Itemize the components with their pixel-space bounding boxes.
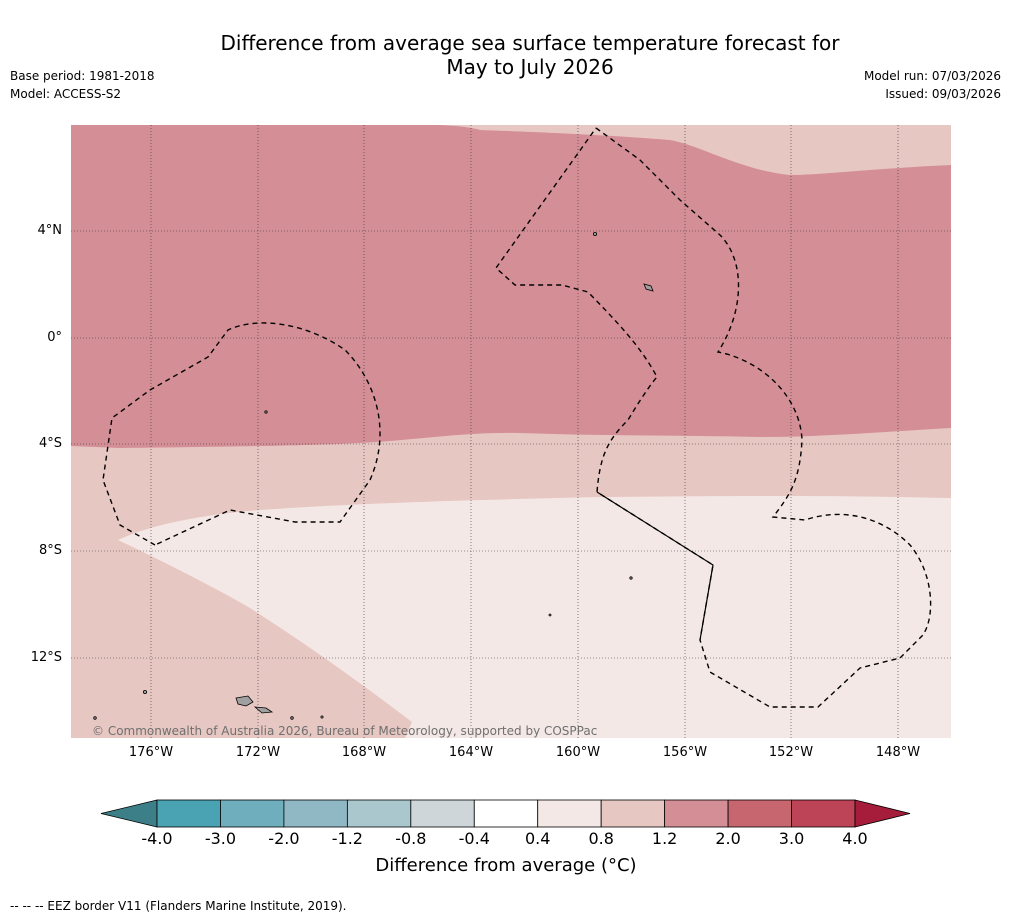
lat-label: 8°S (38, 543, 62, 558)
lon-label: 156°W (662, 745, 708, 760)
lat-label: 0° (47, 330, 62, 345)
model-run: Model run: 07/03/2026 (863, 69, 1001, 83)
island-jarvis (643, 283, 654, 292)
colorbar-tick: -1.2 (331, 829, 363, 848)
colorbar-arrow-max (854, 799, 911, 828)
island-dot-2 (142, 690, 147, 695)
lon-label: 168°W (341, 745, 387, 760)
colorbar-segment (410, 799, 475, 828)
lat-label: 4°N (37, 223, 63, 238)
region-mid-anomaly-south (71, 420, 951, 738)
title-line-2: May to July 2026 (446, 55, 614, 79)
chart-title: Difference from average sea surface temp… (170, 31, 890, 79)
lon-label: 176°W (128, 745, 174, 760)
issued-date: Issued: 09/03/2026 (885, 87, 1001, 101)
colorbar-segment (664, 799, 729, 828)
colorbar-segment (346, 799, 412, 828)
colorbar-tick: -4.0 (141, 829, 173, 848)
island-dot-4 (629, 576, 633, 580)
model-name: Model: ACCESS-S2 (10, 87, 122, 101)
colorbar-tick: 0.4 (524, 829, 551, 848)
colorbar-tick: 0.8 (588, 829, 614, 848)
region-high-anomaly (71, 125, 951, 448)
colorbar-segment (156, 799, 221, 828)
colorbar-segment (283, 799, 348, 828)
colorbar-tick: 4.0 (842, 829, 868, 848)
island-dot-1 (593, 231, 598, 236)
meta-left: Base period: 1981-2018 Model: ACCESS-S2 (10, 67, 155, 103)
region-mid-anomaly-north (440, 125, 951, 175)
colorbar-tick: -3.0 (204, 829, 237, 848)
copyright-notice: © Commonwealth of Australia 2026, Bureau… (92, 724, 598, 738)
lon-label: 164°W (448, 745, 494, 760)
colorbar-tick: 2.0 (715, 829, 741, 848)
colorbar-tick: -0.4 (458, 829, 490, 848)
colorbar-tick: 1.2 (651, 829, 678, 848)
colorbar-tick: -2.0 (268, 829, 300, 848)
colorbar-label: Difference from average (°C) (375, 855, 637, 876)
lon-label: 152°W (768, 745, 814, 760)
island-samoa-savaii (235, 695, 254, 707)
island-dot-5 (548, 613, 552, 617)
colorbar-segment (537, 799, 602, 828)
eez-borders (102, 127, 932, 708)
anomaly-fill (71, 125, 951, 738)
island-dot-6 (93, 716, 97, 720)
island-dot-7 (290, 716, 294, 720)
island-dot-3 (264, 410, 268, 414)
colorbar-segment (727, 799, 792, 828)
meta-right: Model run: 07/03/2026 Issued: 09/03/2026 (864, 67, 1001, 103)
lon-label: 172°W (235, 745, 281, 760)
colorbar-tick: 3.0 (778, 829, 805, 848)
lon-label: 160°W (555, 745, 601, 760)
base-period: Base period: 1981-2018 (10, 69, 155, 83)
lat-label: 4°S (38, 436, 62, 451)
eez-tokelau (102, 322, 381, 546)
graticule (71, 125, 951, 738)
lon-label: 148°W (875, 745, 921, 760)
colorbar-arrow-min (100, 799, 158, 828)
eez-legend-note: -- -- -- EEZ border V11 (Flanders Marine… (10, 899, 347, 913)
island-samoa-upolu (253, 706, 274, 714)
eez-solid-segment (596, 491, 714, 641)
title-line-1: Difference from average sea surface temp… (220, 31, 840, 55)
colorbar-segment (600, 799, 666, 828)
colorbar-segment (473, 799, 539, 828)
islands (93, 231, 654, 720)
colorbar-segment (791, 799, 856, 828)
colorbar (100, 799, 911, 828)
lat-label: 12°S (30, 650, 62, 665)
colorbar-tick: -0.8 (395, 829, 427, 848)
colorbar-segment (220, 799, 285, 828)
island-dot-8 (320, 715, 324, 719)
